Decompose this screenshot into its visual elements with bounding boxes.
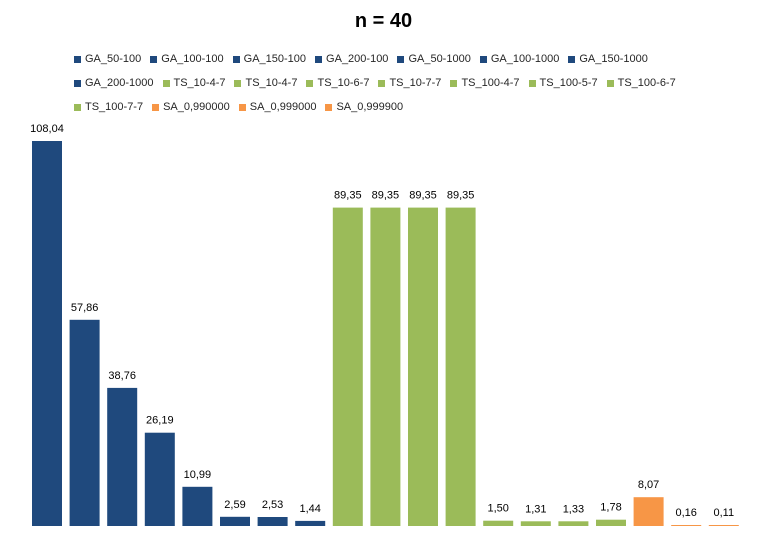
legend-swatch [528, 79, 536, 87]
bar [69, 319, 100, 526]
data-label: 89,35 [334, 190, 362, 202]
legend-swatch [450, 79, 458, 87]
legend-label: TS_100-7-7 [85, 101, 144, 113]
bar [520, 521, 551, 526]
chart-title: n = 40 [354, 10, 413, 32]
legend-item: TS_10-4-7 [162, 76, 226, 90]
bar [596, 519, 626, 526]
legend-item: GA_50-1000 [397, 52, 471, 66]
data-label: 0,16 [675, 507, 696, 519]
legend-label: GA_200-1000 [85, 77, 154, 89]
data-label: 10,99 [184, 469, 212, 481]
legend-swatch [306, 79, 314, 87]
legend-swatch [325, 103, 333, 111]
legend-item: SA_0,990000 [152, 100, 230, 114]
legend-item: TS_100-4-7 [450, 76, 520, 90]
legend-swatch [74, 79, 81, 87]
data-label: 89,35 [409, 190, 437, 202]
chart-legend: GA_50-100 GA_100-100 GA_150-100 GA_200-100 G… [74, 52, 734, 114]
legend-label: TS_100-6-7 [617, 77, 676, 89]
legend-item: GA_200-100 [315, 52, 388, 66]
data-label: 1,33 [563, 503, 584, 515]
legend-label: TS_100-5-7 [539, 77, 598, 89]
legend-label: GA_150-1000 [579, 53, 648, 65]
legend-item: SA_0,999900 [325, 100, 403, 114]
legend-swatch [568, 55, 576, 63]
legend-label: TS_10-4-7 [173, 77, 226, 89]
data-label: 57,86 [71, 302, 99, 314]
legend-item: GA_150-1000 [568, 52, 648, 66]
data-label: 108,04 [30, 123, 64, 135]
data-label: 89,35 [372, 190, 400, 202]
data-label: 38,76 [108, 370, 136, 382]
legend-label: TS_10-7-7 [389, 77, 442, 89]
legend-item: TS_100-7-7 [74, 100, 143, 114]
legend-label: SA_0,999900 [336, 101, 404, 113]
data-label: 1,78 [600, 502, 621, 514]
legend-item: TS_10-7-7 [378, 76, 441, 90]
data-label: 0,11 [714, 507, 735, 519]
legend-swatch [315, 55, 323, 63]
legend-item: GA_150-100 [232, 52, 307, 66]
bar [182, 486, 213, 526]
data-label: 1,31 [525, 503, 546, 515]
bar [558, 521, 589, 526]
data-label: 8,07 [638, 479, 659, 491]
legend-swatch [234, 79, 242, 87]
data-label: 26,19 [146, 415, 174, 427]
legend-label: GA_50-1000 [408, 53, 471, 65]
bar [332, 207, 363, 526]
legend-item: TS_10-4-7 [234, 76, 297, 90]
legend-item: TS_10-6-7 [306, 76, 369, 90]
legend-label: GA_100-1000 [490, 53, 560, 65]
legend-swatch [397, 55, 405, 63]
legend-label: GA_150-100 [243, 53, 307, 65]
bar [445, 207, 476, 526]
legend-swatch [150, 55, 158, 63]
data-label: 2,53 [262, 499, 283, 511]
data-label: 1,44 [299, 503, 320, 515]
legend-swatch [74, 103, 81, 111]
legend-item: GA_100-1000 [479, 52, 560, 66]
legend-swatch [162, 79, 170, 87]
legend-label: SA_0,999000 [249, 101, 317, 113]
legend-item: SA_0,999000 [238, 100, 317, 114]
legend-item: TS_100-6-7 [606, 76, 676, 90]
data-label: 89,35 [447, 190, 475, 202]
legend-label: TS_10-6-7 [317, 77, 370, 89]
bar [370, 207, 401, 526]
legend-item: TS_100-5-7 [528, 76, 598, 90]
legend-label: SA_0,990000 [163, 101, 230, 113]
legend-item: GA_100-100 [150, 52, 224, 66]
data-label: 2,59 [224, 499, 245, 511]
legend-label: TS_100-4-7 [461, 77, 520, 89]
legend-item: GA_200-1000 [74, 76, 154, 90]
bar [257, 517, 288, 526]
legend-item: GA_50-100 [74, 52, 141, 66]
legend-label: GA_50-100 [85, 53, 142, 65]
bar [107, 387, 138, 526]
data-label: 1,50 [487, 503, 508, 515]
bar [295, 520, 326, 526]
legend-swatch [152, 103, 160, 111]
legend-swatch [378, 79, 386, 87]
legend-label: GA_200-100 [326, 53, 389, 65]
legend-label: GA_100-100 [161, 53, 224, 65]
bar [408, 207, 438, 526]
legend-swatch [606, 79, 614, 87]
bar [708, 525, 739, 526]
legend-swatch [479, 55, 487, 63]
bar [671, 525, 702, 526]
bar [633, 497, 664, 526]
legend-label: TS_10-4-7 [245, 77, 298, 89]
legend-swatch [238, 103, 246, 111]
legend-swatch [232, 55, 240, 63]
legend-swatch [74, 55, 81, 63]
bar [220, 516, 250, 526]
bar [483, 520, 514, 526]
bar [144, 432, 175, 526]
bar [32, 141, 62, 526]
